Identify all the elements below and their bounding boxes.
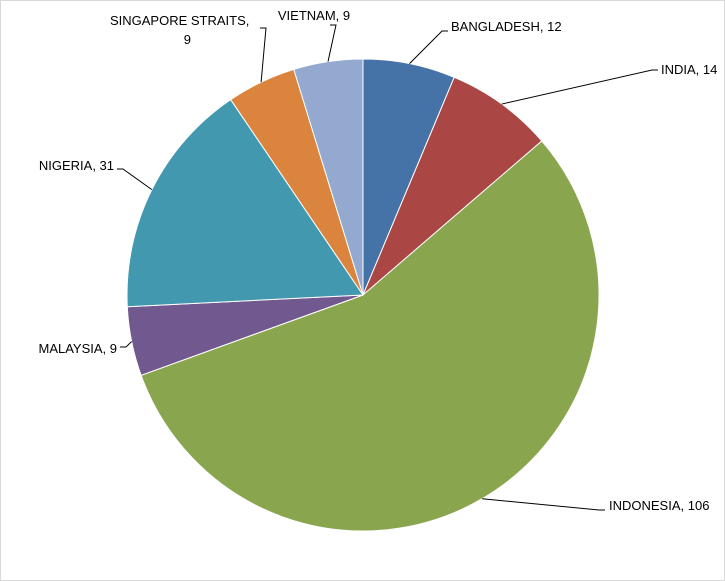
label-india: INDIA, 14 <box>661 62 717 77</box>
leader-line-indonesia <box>482 498 605 511</box>
pie-slice-india <box>362 76 543 296</box>
pie-slice-indonesia <box>140 140 600 532</box>
leader-line-india <box>501 69 658 105</box>
leader-line-nigeria <box>117 168 153 191</box>
label-nigeria: NIGERIA, 31 <box>39 158 114 173</box>
leader-line-singapore-straits <box>260 27 267 83</box>
label-singapore-straits: SINGAPORE STRAITS, 9 <box>110 13 253 47</box>
label-bangladesh: BANGLADESH, 12 <box>451 19 562 34</box>
label-malaysia: MALAYSIA, 9 <box>38 341 117 356</box>
leader-line-bangladesh <box>409 30 448 64</box>
pie-slice-vietnam <box>293 58 364 296</box>
leader-line-vietnam <box>327 24 337 62</box>
label-indonesia: INDONESIA, 106 <box>609 498 709 513</box>
leader-line-malaysia <box>120 341 132 348</box>
pie-slice-nigeria <box>126 98 364 308</box>
label-vietnam: VIETNAM, 9 <box>278 8 350 23</box>
